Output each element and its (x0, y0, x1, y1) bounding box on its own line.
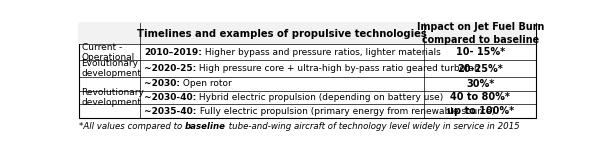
Text: 20-25%*: 20-25%* (457, 64, 503, 74)
Text: ~2030-40:: ~2030-40: (144, 93, 196, 102)
Text: Hybrid electric propulsion (depending on battery use): Hybrid electric propulsion (depending on… (196, 93, 444, 102)
Text: tube-and-wing aircraft of technology level widely in service in 2015: tube-and-wing aircraft of technology lev… (226, 122, 520, 131)
Text: Revolutionary
development: Revolutionary development (82, 88, 145, 107)
Bar (79, 23, 536, 118)
Text: Higher bypass and pressure ratios, lighter materials: Higher bypass and pressure ratios, light… (202, 48, 441, 57)
Text: ~2020-25:: ~2020-25: (144, 64, 196, 73)
Text: ~2035-40:: ~2035-40: (144, 107, 197, 116)
Text: Current -
Operational: Current - Operational (82, 43, 135, 62)
Text: 2010–2019:: 2010–2019: (144, 48, 202, 57)
Text: Timelines and examples of propulsive technologies: Timelines and examples of propulsive tec… (137, 29, 427, 39)
Bar (79, 23, 536, 44)
Text: Fully electric propulsion (primary energy from renewable source): Fully electric propulsion (primary energ… (197, 107, 494, 116)
Text: *All values compared to: *All values compared to (79, 122, 185, 131)
Text: Open rotor: Open rotor (180, 79, 232, 88)
Text: 30%*: 30%* (466, 79, 494, 89)
Text: Evolutionary
development: Evolutionary development (82, 59, 142, 78)
Text: 10- 15%*: 10- 15%* (455, 47, 505, 57)
Text: Impact on Jet Fuel Burn
compared to baseline: Impact on Jet Fuel Burn compared to base… (416, 22, 544, 45)
Text: baseline: baseline (185, 122, 226, 131)
Text: High pressure core + ultra-high by-pass ratio geared turbofan: High pressure core + ultra-high by-pass … (196, 64, 480, 73)
Text: up to 100%*: up to 100%* (446, 106, 514, 116)
Text: ~2030:: ~2030: (144, 79, 180, 88)
Text: 40 to 80%*: 40 to 80%* (450, 92, 510, 102)
